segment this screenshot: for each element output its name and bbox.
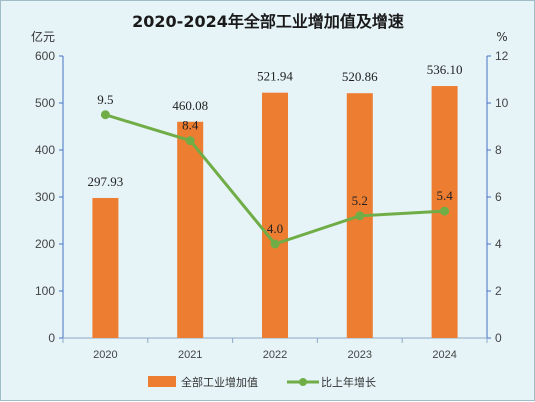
left-axis-unit: 亿元 [31,29,55,44]
growth-value-label: 5.2 [352,193,368,208]
plot-area: 0 100 200 300 400 500 600 0 2 4 6 8 10 12 2020 2021 2022… [35,49,509,361]
right-tick-label: 8 [495,143,502,157]
bar [92,197,119,338]
growth-value-label: 8.4 [182,118,199,133]
right-tick-label: 2 [495,284,502,298]
left-tick-label: 100 [35,284,55,298]
growth-value-label: 9.5 [97,92,113,107]
growth-value-label: 5.4 [436,188,453,203]
x-tick-label: 2020 [93,349,117,361]
bar-value-label: 460.08 [172,98,208,113]
left-tick-label: 200 [35,237,55,251]
right-tick-label: 4 [495,237,502,251]
chart-title: 2020-2024年全部工业增加值及增速 [132,12,404,31]
growth-point [100,110,110,120]
bar-value-label: 536.10 [427,62,463,77]
bar-value-label: 297.93 [88,174,124,189]
legend-bar-label: 全部工业增加值 [181,375,258,389]
bar [177,121,204,339]
right-tick-label: 10 [495,96,509,110]
legend-line-marker [299,378,307,386]
bar-value-label: 521.94 [257,69,293,84]
x-tick-label: 2021 [178,349,202,361]
legend: 全部工业增加值 比上年增长 [148,375,376,389]
growth-point [270,239,280,249]
growth-point [440,206,450,216]
x-tick-label: 2023 [348,349,372,361]
right-tick-label: 6 [495,190,502,204]
right-tick-label: 12 [495,49,509,63]
left-tick-label: 0 [48,331,55,345]
right-axis-unit: % [496,30,507,44]
growth-point [185,136,195,146]
right-tick-label: 0 [495,331,502,345]
left-tick-label: 400 [35,143,55,157]
left-tick-label: 500 [35,96,55,110]
growth-point [355,211,365,221]
left-tick-label: 300 [35,190,55,204]
x-tick-label: 2022 [263,349,287,361]
x-tick-label: 2024 [432,349,456,361]
bar [262,92,288,338]
bar-value-label: 520.86 [342,69,378,84]
growth-value-label: 4.0 [267,221,283,236]
legend-line-label: 比上年增长 [321,375,376,389]
legend-bar-swatch [148,376,176,387]
left-tick-label: 600 [35,49,55,63]
